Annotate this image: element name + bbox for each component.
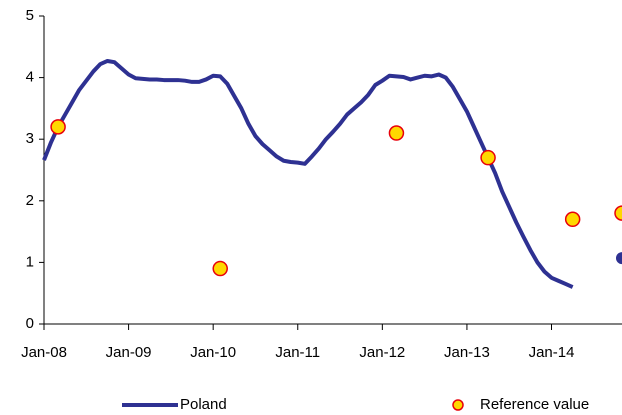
- y-tick-label: 4: [26, 69, 34, 86]
- y-tick-label: 1: [26, 253, 34, 270]
- x-tick-label: Jan-08: [21, 344, 67, 361]
- y-tick-label: 3: [26, 130, 34, 147]
- legend-label: Reference value: [480, 396, 589, 413]
- marker: [50, 119, 66, 135]
- x-tick-label: Jan-14: [529, 344, 575, 361]
- legend-label: Poland: [180, 396, 227, 413]
- x-tick-label: Jan-13: [444, 344, 490, 361]
- marker: [564, 211, 581, 228]
- marker: [212, 260, 228, 277]
- marker: [614, 205, 622, 221]
- y-tick-label: 2: [26, 192, 34, 209]
- x-tick-label: Jan-12: [359, 344, 405, 361]
- marker: [480, 149, 496, 166]
- y-tick-label: 5: [26, 7, 34, 24]
- line: [42, 58, 574, 289]
- legend-swatch: [452, 399, 464, 411]
- y-tick-label: 0: [26, 315, 34, 332]
- x-tick-label: Jan-10: [190, 344, 236, 361]
- marker: [388, 125, 405, 141]
- x-tick-label: Jan-11: [275, 344, 320, 361]
- line-point: [616, 252, 622, 265]
- x-tick-label: Jan-09: [106, 344, 152, 361]
